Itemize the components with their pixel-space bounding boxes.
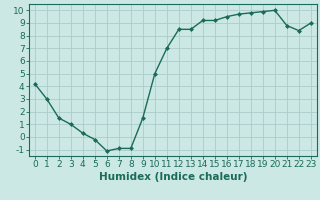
X-axis label: Humidex (Indice chaleur): Humidex (Indice chaleur)	[99, 172, 247, 182]
